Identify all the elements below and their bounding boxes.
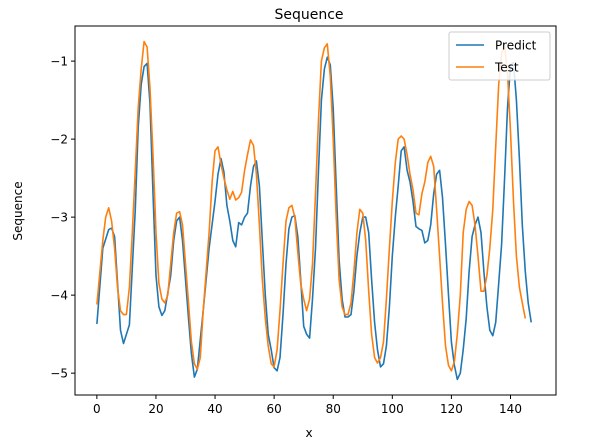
x-tick-label: 140	[499, 402, 522, 416]
x-tick-label: 20	[148, 402, 163, 416]
x-tick-label: 120	[440, 402, 463, 416]
legend: Predict Test	[448, 31, 551, 81]
series-layer	[96, 40, 532, 381]
x-axis-label: x	[305, 426, 312, 440]
y-axis-label: Sequence	[11, 181, 25, 240]
plot-frame	[74, 25, 557, 396]
x-tick-label: 40	[207, 402, 222, 416]
legend-box	[448, 31, 551, 81]
y-tick-label: −1	[50, 55, 68, 69]
x-tick-label: 80	[326, 402, 341, 416]
x-tick-label: 0	[93, 402, 101, 416]
series-line-test	[96, 40, 527, 372]
x-tick-label: 100	[381, 402, 404, 416]
x-tick-label: 60	[266, 402, 281, 416]
y-axis-ticks: −1 −2 −3 −4 −5	[50, 55, 75, 381]
y-tick-label: −2	[50, 133, 68, 147]
legend-label-predict: Predict	[495, 39, 537, 53]
series-line-predict	[96, 56, 532, 381]
x-axis-ticks: 0 20 40 60 80 100 120 140	[93, 395, 522, 416]
y-tick-label: −4	[50, 289, 68, 303]
legend-label-test: Test	[494, 61, 519, 75]
chart-title: Sequence	[274, 7, 343, 23]
y-tick-label: −3	[50, 211, 68, 225]
y-tick-label: −5	[50, 367, 68, 381]
